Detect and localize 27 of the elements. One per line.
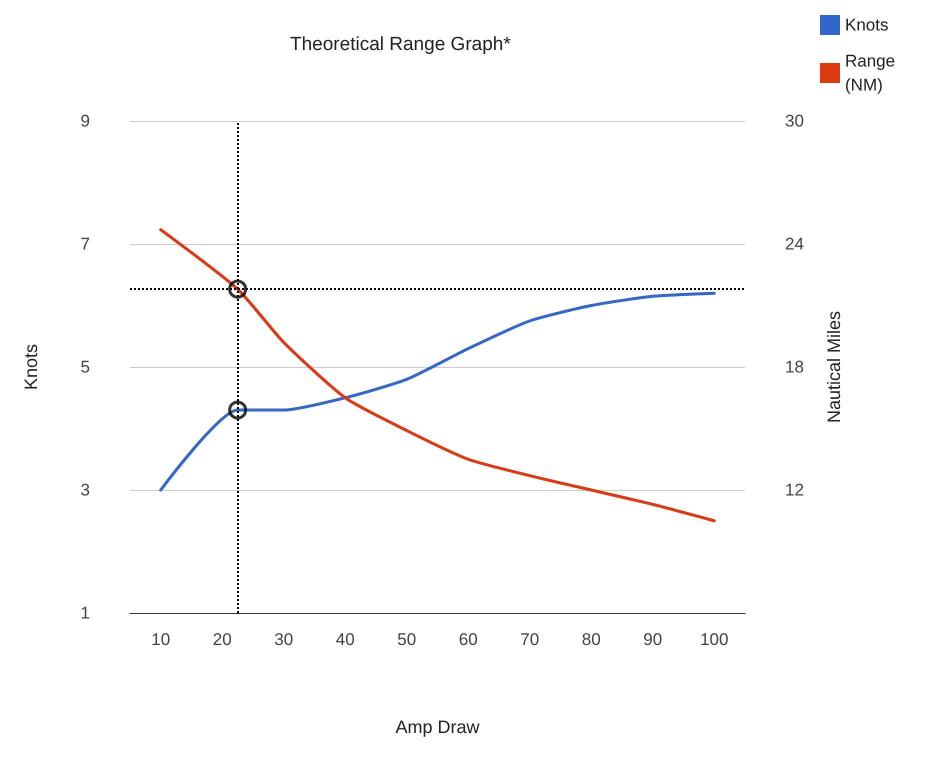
y2-tick-label: 12 bbox=[785, 480, 804, 500]
x-tick-label: 30 bbox=[274, 630, 294, 649]
x-tick-label: 70 bbox=[520, 630, 540, 649]
x-tick-label: 100 bbox=[700, 630, 728, 649]
line-series bbox=[159, 292, 716, 492]
x-tick-label: 20 bbox=[212, 630, 232, 649]
y-tick-label: 5 bbox=[80, 358, 90, 376]
y2-tick-label: 24 bbox=[785, 234, 804, 254]
y2-tick-label: 18 bbox=[785, 358, 804, 376]
x-tick-label: 50 bbox=[397, 630, 416, 649]
legend-label: Knots bbox=[845, 16, 888, 34]
x-tick-label: 10 bbox=[151, 630, 170, 649]
x-tick-label: 40 bbox=[336, 630, 355, 649]
line-series bbox=[159, 228, 716, 522]
x-tick-label: 80 bbox=[582, 630, 601, 649]
y-tick-label: 7 bbox=[80, 234, 90, 254]
x-axis-title: Amp Draw bbox=[395, 717, 481, 737]
y-tick-label: 3 bbox=[80, 480, 90, 500]
x-tick-label: 90 bbox=[643, 630, 662, 649]
y-axis-title: Knots bbox=[21, 344, 41, 390]
y-tick-label: 9 bbox=[80, 112, 90, 130]
legend-label: Range (NM) bbox=[845, 52, 900, 94]
y2-axis-title: Nautical Miles bbox=[824, 310, 844, 424]
chart-title: Theoretical Range Graph* bbox=[290, 34, 512, 55]
y2-tick-label: 30 bbox=[785, 112, 804, 130]
y-tick-label: 1 bbox=[80, 604, 90, 622]
x-tick-label: 60 bbox=[458, 630, 478, 649]
